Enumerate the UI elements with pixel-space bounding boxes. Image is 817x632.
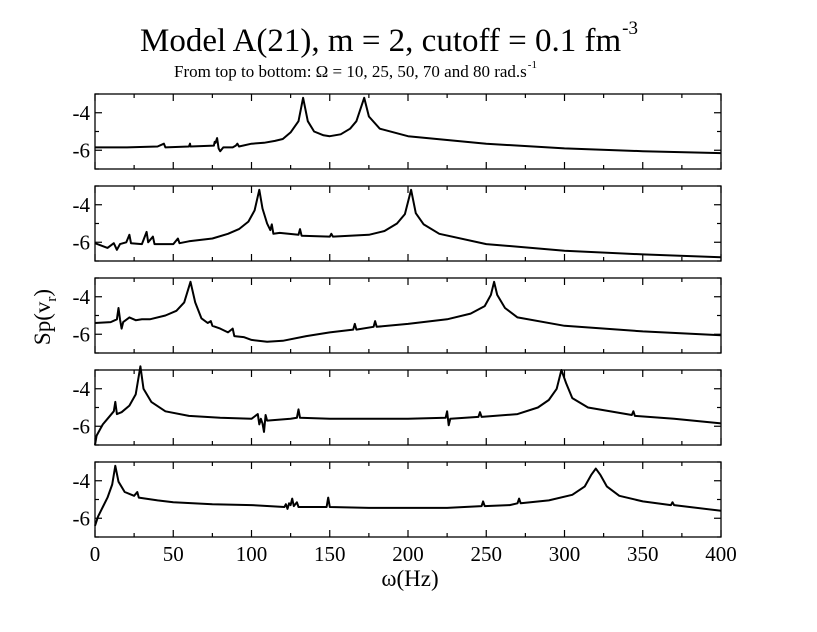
panel-frame: [94, 93, 722, 170]
chart-title-superscript: -3: [622, 18, 638, 39]
panel-5: -4 -6: [73, 461, 722, 538]
x-tick-label: 200: [392, 542, 424, 566]
peak-point: [114, 465, 116, 467]
chart-subtitle-superscript: -1: [528, 59, 537, 71]
series-line-1: [95, 96, 722, 155]
chart-subtitle: From top to bottom: Ω = 10, 25, 50, 70 a…: [174, 62, 527, 81]
y-axis-label-close: ): [30, 289, 55, 297]
x-tick-label: 250: [471, 542, 503, 566]
svg-text:Sp(vr): Sp(vr): [30, 289, 60, 345]
panel-frame: [94, 185, 722, 262]
y-axis-label-main: Sp(v: [30, 301, 55, 345]
x-tick-label: 50: [163, 542, 184, 566]
x-tick-label: 350: [627, 542, 659, 566]
panels-group: -4 -6 -4 -6 -4 -6 -4 -6 -4 -6: [73, 93, 722, 538]
peak-point: [560, 369, 562, 371]
series-line-5: [94, 464, 722, 527]
series-line-3: [94, 280, 722, 343]
panel-frame: [94, 461, 722, 538]
y-tick-label: -4: [73, 377, 91, 401]
y-axis-label: Sp(vr): [30, 289, 60, 345]
peak-point: [189, 281, 191, 283]
series-line-2: [94, 188, 722, 259]
peak-point: [363, 97, 365, 99]
x-axis-label: ω(Hz): [381, 566, 438, 591]
x-tick-label: 100: [236, 542, 268, 566]
y-tick-label: -6: [73, 230, 91, 254]
peak-point: [595, 468, 597, 470]
y-tick-label: -6: [73, 322, 91, 346]
peak-point: [493, 281, 495, 283]
x-tick-label: 0: [90, 542, 101, 566]
panel-3: -4 -6: [73, 277, 722, 354]
x-tick-label: 300: [549, 542, 581, 566]
chart-title: Model A(21), m = 2, cutoff = 0.1 fm: [140, 23, 621, 59]
peak-point: [258, 189, 260, 191]
y-tick-label: -4: [73, 469, 91, 493]
x-tick-label: 400: [705, 542, 737, 566]
x-tick-label: 150: [314, 542, 346, 566]
peak-point: [410, 189, 412, 191]
series-line-4: [94, 365, 722, 446]
y-tick-label: -4: [73, 285, 91, 309]
panel-4: -4 -6: [73, 365, 722, 446]
peak-point: [302, 97, 304, 99]
panel-frame: [94, 369, 722, 446]
y-tick-label: -6: [73, 138, 91, 162]
y-tick-label: -6: [73, 414, 91, 438]
panel-2: -4 -6: [73, 185, 722, 262]
peak-point: [139, 365, 141, 367]
x-tick-labels: 0 50 100 150 200 250 300 350 400: [90, 542, 737, 566]
panel-1: -4 -6: [73, 93, 722, 170]
y-tick-label: -4: [73, 193, 91, 217]
y-axis-label-subscript: r: [44, 297, 60, 302]
y-tick-label: -6: [73, 506, 91, 530]
y-tick-label: -4: [73, 101, 91, 125]
